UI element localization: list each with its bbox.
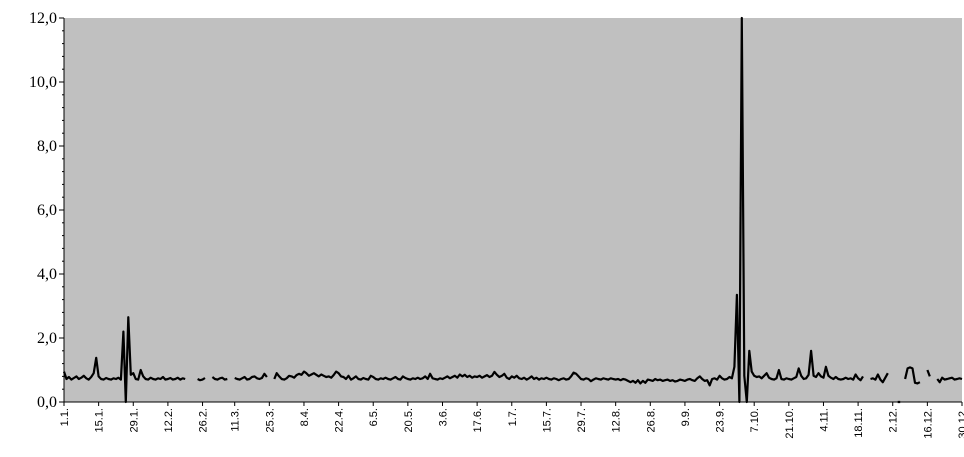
x-tick-label: 12.8.	[611, 408, 623, 432]
x-tick-label: 26.8.	[645, 408, 657, 432]
x-tick-label: 23.9.	[715, 408, 727, 432]
x-tick-label: 17.6.	[472, 408, 484, 432]
x-tick-label: 20.5.	[403, 408, 415, 432]
x-tick-label: 7.10.	[749, 408, 761, 432]
x-tick-label: 12.2.	[163, 408, 175, 432]
x-tick-label: 30.12.	[957, 408, 964, 439]
x-tick-label: 11.3.	[230, 408, 242, 432]
x-tick-label: 22.4.	[334, 408, 346, 432]
x-tick-label: 29.1.	[128, 408, 140, 432]
x-tick-label: 9.9.	[680, 408, 692, 426]
x-tick-label: 26.2.	[198, 408, 210, 432]
x-tick-label: 2.12.	[888, 408, 900, 432]
x-tick-label: 25.3.	[264, 408, 276, 432]
y-tick-label: 2,0	[37, 330, 57, 347]
y-tick-label: 8,0	[37, 138, 57, 155]
x-axis: 1.1. 15.1. 29.1. 12.2. 26.2. 11.3. 25.3. 8.4. 22…	[59, 401, 964, 439]
y-axis: 0,0 2,0 4,0 6,0 8,0 10,0 12,0	[29, 10, 65, 411]
y-tick-label: 10,0	[29, 74, 57, 91]
x-tick-label: 15.7.	[541, 408, 553, 432]
x-tick-label: 18.11.	[853, 408, 865, 438]
x-tick-label: 6.5.	[368, 408, 380, 426]
x-tick-label: 3.6.	[437, 408, 449, 426]
x-tick-label: 29.7.	[576, 408, 588, 432]
y-tick-label: 4,0	[37, 266, 57, 283]
x-tick-label: 16.12.	[922, 408, 934, 439]
x-tick-label: 21.10.	[784, 408, 796, 439]
y-tick-label: 0,0	[37, 394, 57, 411]
y-tick-label: 6,0	[37, 202, 57, 219]
x-tick-label: 1.7.	[507, 408, 519, 426]
y-tick-label: 12,0	[29, 10, 57, 27]
plot-area	[64, 18, 962, 402]
x-tick-label: 1.1.	[59, 408, 71, 426]
series-layer	[62, 16, 963, 404]
x-tick-label: 15.1.	[94, 408, 106, 432]
series-line-0	[62, 16, 963, 404]
x-tick-label: 8.4.	[299, 408, 311, 426]
x-tick-label: 4.11.	[818, 408, 830, 432]
